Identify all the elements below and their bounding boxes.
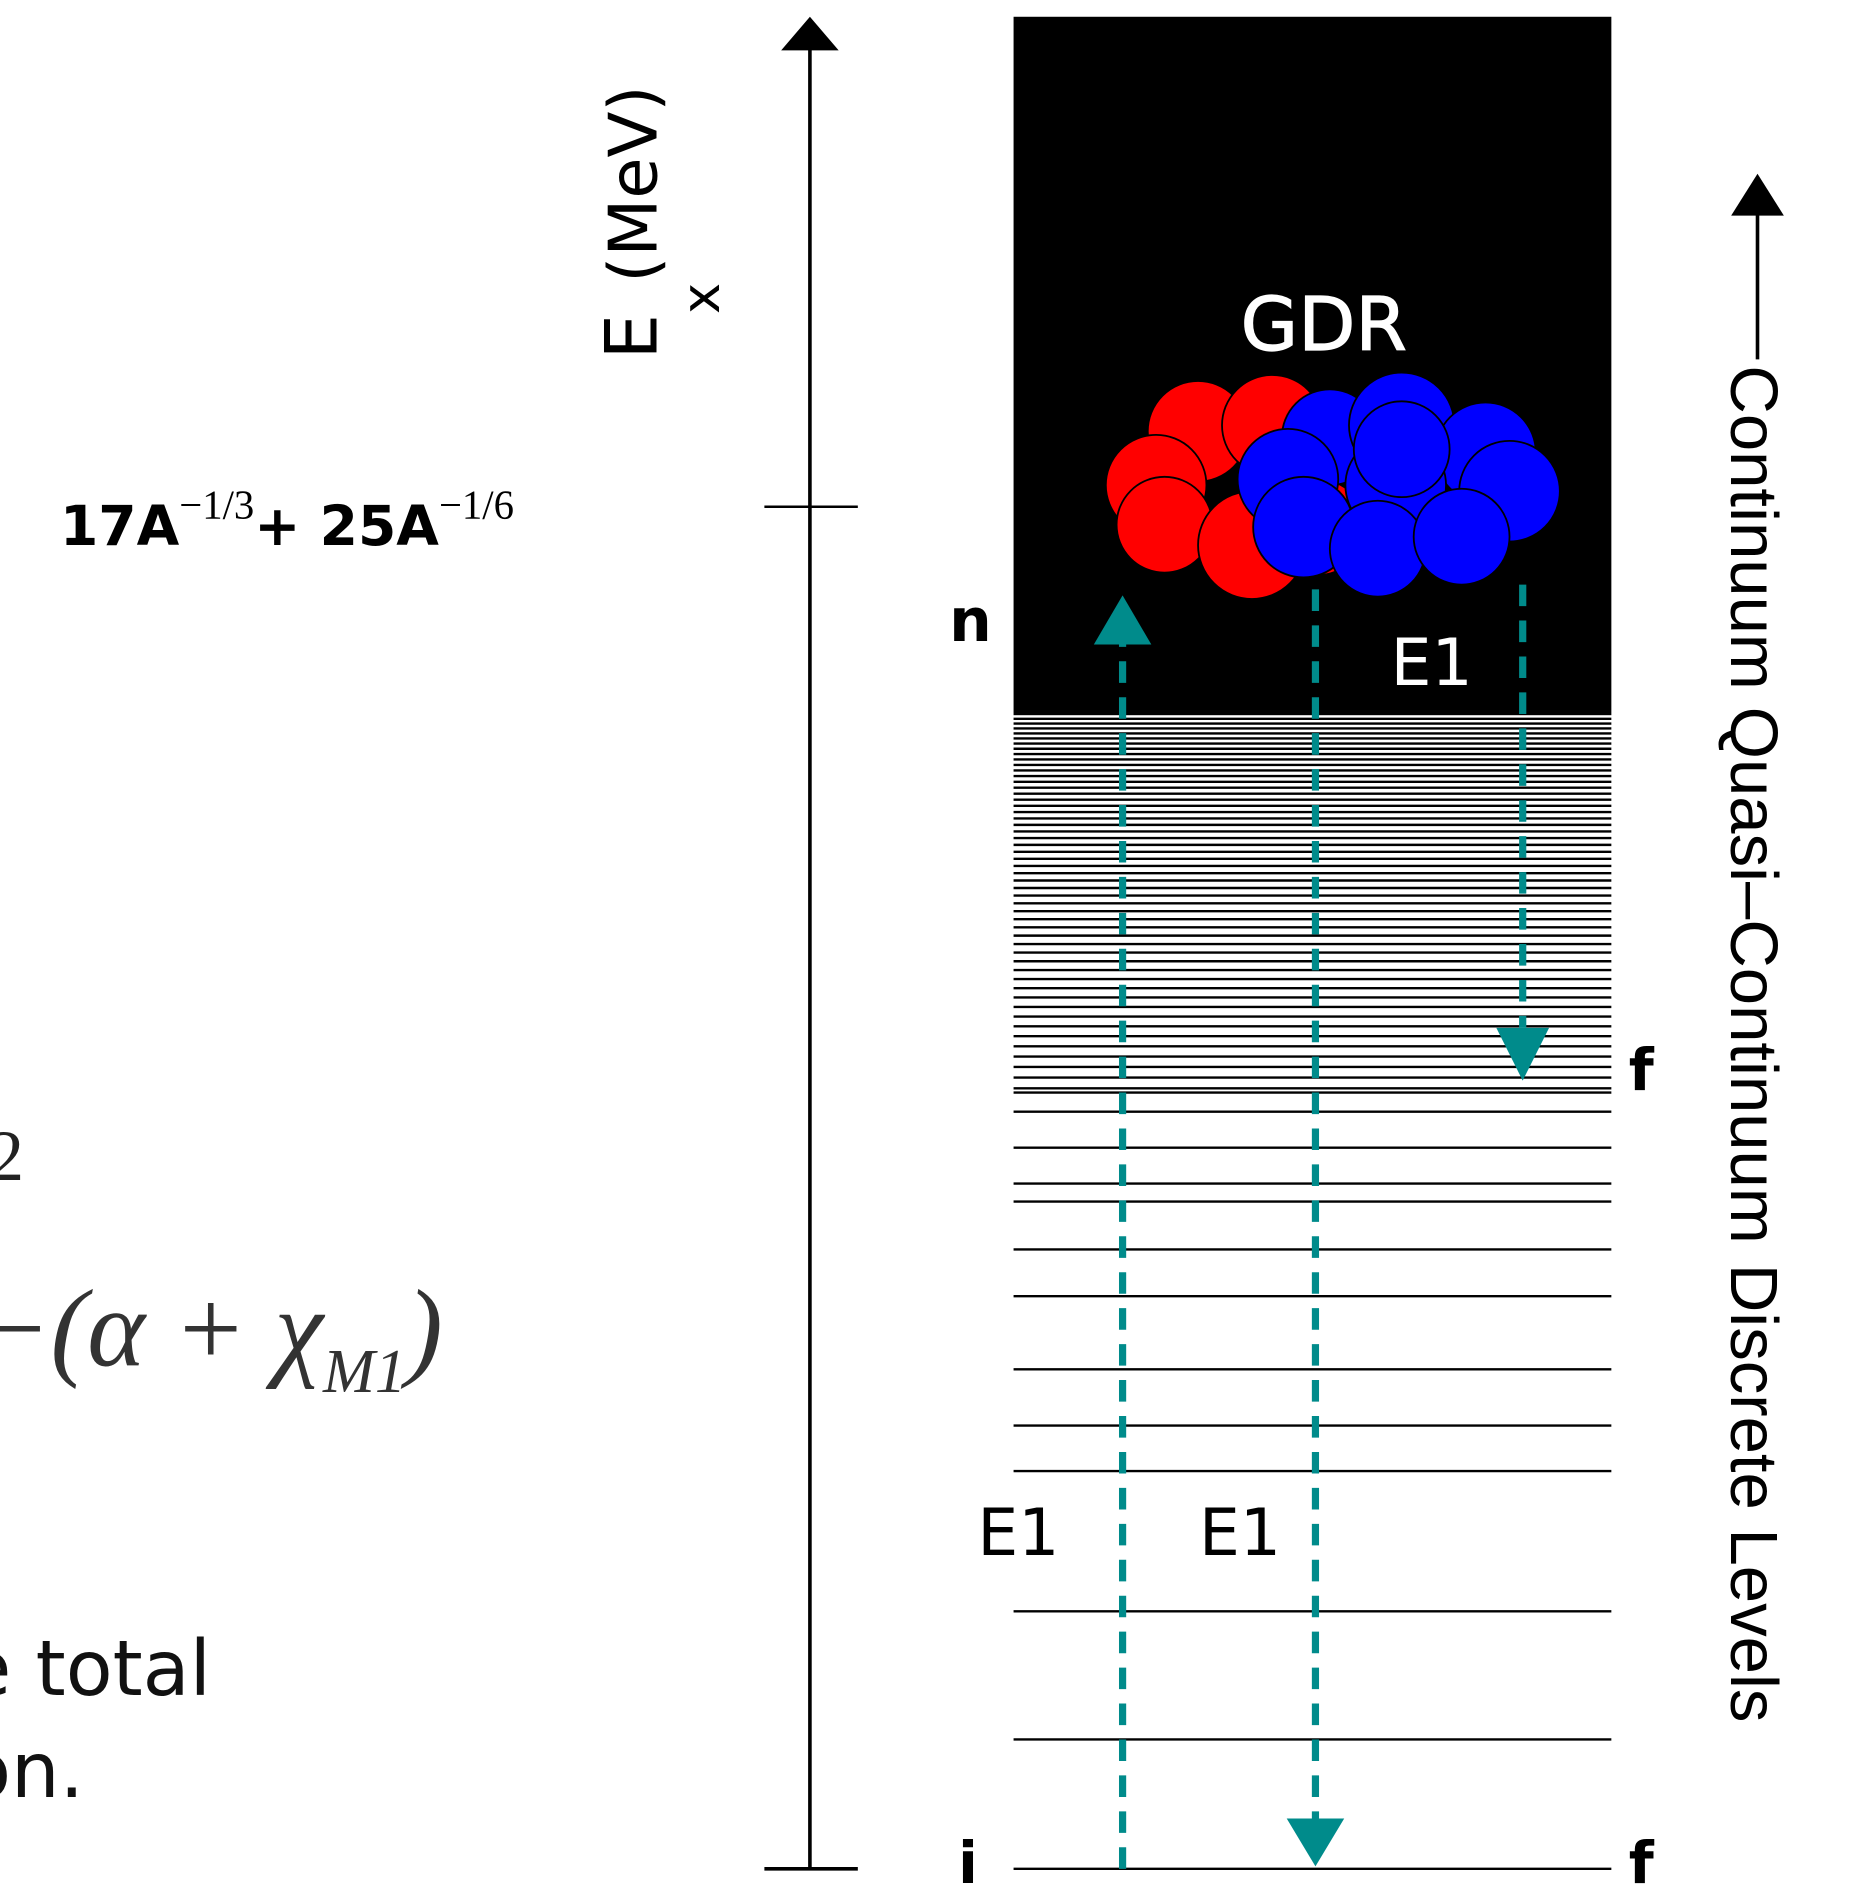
text-line: on. [0,1727,84,1816]
threshold-formula: 17A−1/3+ 25A−1/6 [60,483,514,558]
nucleon [1115,475,1214,574]
region-label: Continuum [1716,365,1791,689]
level-label: i [958,1830,978,1888]
region-label: Discrete Levels [1716,1264,1791,1723]
nucleon [1352,400,1451,499]
text-line: e total [0,1625,211,1714]
level-label: f [1629,1037,1655,1104]
level-label: f [1629,1830,1655,1888]
nucleon [1412,487,1511,586]
nucleus [1104,371,1561,600]
nucleon [1328,499,1427,598]
transition-label: E1 [977,1496,1059,1571]
formula: −(α + χM1) [0,1268,443,1406]
transition-label: E1 [1391,626,1473,701]
region-label: Quasi–Continuum [1716,707,1791,1244]
transition-label: E1 [1199,1496,1281,1571]
level-label: n [949,586,992,656]
axis-arrow [781,16,839,51]
axis-label: Ex(MeV) [590,85,732,359]
arrow-head [1496,1027,1550,1081]
gdr-label: GDR [1241,281,1407,368]
region-arrow-head [1731,173,1784,216]
formula-two: 2 [0,1116,24,1196]
arrow-head [1093,595,1152,645]
arrow-head [1286,1818,1345,1867]
